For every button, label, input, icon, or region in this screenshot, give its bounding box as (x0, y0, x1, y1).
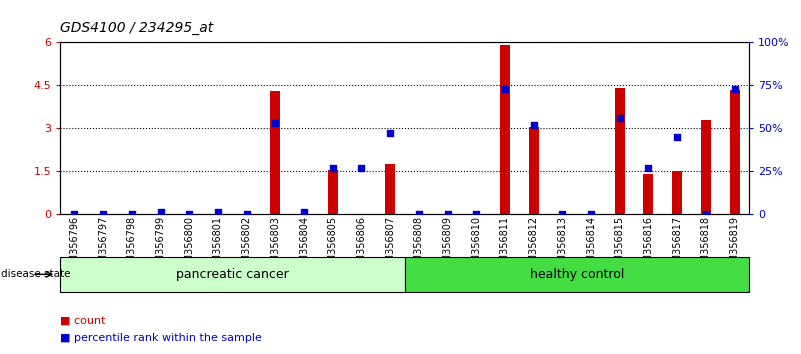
Bar (500, 45, 510, 214)
Point (384, 131, 396, 136)
Point (498, 86, 511, 92)
Point (326, 165, 339, 171)
Bar (672, 171, 682, 214)
Text: ■ percentile rank within the sample: ■ percentile rank within the sample (60, 333, 262, 343)
Point (585, 211, 598, 217)
Point (154, 210, 167, 215)
Text: pancreatic cancer: pancreatic cancer (176, 268, 288, 281)
Text: GDS4100 / 234295_at: GDS4100 / 234295_at (60, 21, 213, 35)
Point (240, 211, 253, 217)
Bar (614, 88, 625, 214)
Text: ■ count: ■ count (60, 316, 106, 326)
Bar (385, 164, 395, 214)
Point (556, 211, 569, 217)
Point (670, 134, 683, 140)
Point (126, 211, 139, 217)
Point (614, 115, 626, 121)
Point (97, 211, 110, 217)
Point (470, 211, 483, 217)
Bar (270, 91, 280, 214)
Point (642, 165, 655, 171)
Bar (328, 170, 338, 214)
Point (441, 211, 454, 217)
Point (355, 165, 368, 171)
Point (527, 122, 540, 128)
Bar (643, 174, 654, 214)
Point (183, 211, 195, 217)
Bar (730, 90, 739, 214)
Text: disease state: disease state (1, 269, 70, 279)
Point (413, 211, 425, 217)
Point (699, 211, 712, 217)
Point (211, 210, 224, 215)
Text: healthy control: healthy control (529, 268, 624, 281)
Point (728, 86, 741, 92)
Point (269, 120, 282, 126)
Bar (529, 127, 539, 214)
Point (298, 210, 311, 215)
Bar (701, 120, 711, 214)
Point (68, 211, 81, 217)
